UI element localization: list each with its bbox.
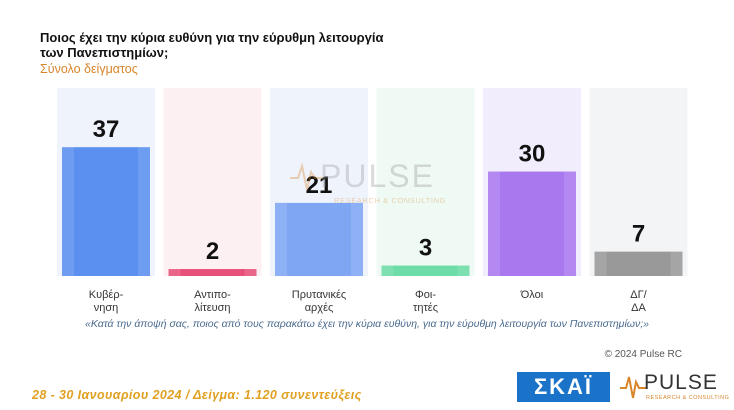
bar-highlight [244,269,257,276]
bar [488,171,576,276]
chart-subtitle: Σύνολο δείγματος [40,62,138,76]
category-label: τητές [413,302,438,314]
category-label: Όλοι [520,289,544,301]
chart-title: Ποιος έχει την κύρια ευθύνη για την εύρυ… [40,30,384,60]
bar-highlight [62,147,74,276]
copyright: © 2024 Pulse RC [604,349,682,360]
category-label: Πρυτανικές [292,289,346,301]
pulse-logo-wave-icon [620,376,646,399]
bar-background [589,88,688,276]
bar-highlight [564,171,576,276]
pulse-logo: PULSE RESEARCH & CONSULTING [620,370,730,406]
category-label: αρχές [305,302,334,314]
watermark-name: PULSE [320,158,435,194]
bar [381,265,470,276]
bar-highlight [594,251,607,276]
data-label: 2 [206,238,219,265]
category-label: ΔΑ [631,302,646,314]
bar [275,202,363,276]
bar-background [163,88,262,276]
bar-chart: 37Κυβέρ-νηση2Αντιπο-λίτευση21Πρυτανικέςα… [57,88,688,314]
bar-highlight [670,251,683,276]
data-label: 30 [519,141,546,168]
bar [62,147,150,276]
survey-question: «Κατά την άποψή σας, ποιος από τους παρα… [85,318,649,330]
watermark-sub: RESEARCH & CONSULTING [334,196,447,205]
bar-highlight [168,269,181,276]
data-label: 37 [93,116,120,143]
category-label: Αντιπο- [194,289,231,301]
category-label: ΔΓ/ [630,289,647,301]
bar-background [376,88,475,276]
pulse-logo-name: PULSE [644,371,718,394]
data-label: 21 [306,172,333,199]
bar-highlight [457,265,470,276]
bar-highlight [381,265,394,276]
category-label: λίτευση [194,302,230,314]
data-label: 3 [419,235,432,262]
bar-highlight [488,171,500,276]
category-label: Κυβέρ- [89,289,124,301]
bar-highlight [351,202,363,276]
bar-highlight [275,202,287,276]
skai-logo: ΣΚΑΪ [517,372,610,402]
data-label: 7 [632,221,645,248]
category-label: νηση [94,302,119,314]
pulse-wave-icon [290,162,324,191]
bar-highlight [138,147,150,276]
survey-footer: 28 - 30 Ιανουαρίου 2024 / Δείγμα: 1.120 … [32,388,362,402]
bar [168,269,257,276]
category-label: Φοι- [415,289,436,301]
bar [594,251,683,276]
pulse-logo-sub: RESEARCH & CONSULTING [646,395,730,401]
